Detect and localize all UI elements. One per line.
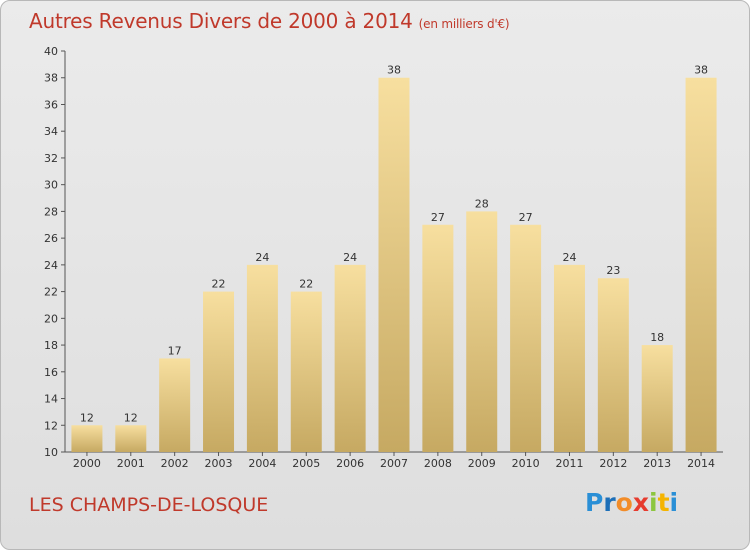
bar (597, 278, 629, 452)
x-tick-label: 2012 (599, 457, 627, 470)
x-tick-label: 2001 (117, 457, 145, 470)
chart-title-text: Autres Revenus Divers de 2000 à 2014 (29, 9, 413, 33)
y-tick-label: 10 (44, 446, 58, 459)
y-tick-label: 24 (44, 259, 58, 272)
bar (422, 224, 454, 452)
bar-value-label: 12 (80, 411, 94, 424)
y-tick-label: 40 (44, 45, 58, 58)
bar-value-label: 23 (606, 264, 620, 277)
y-tick-label: 28 (44, 205, 58, 218)
chart-unit: (en milliers d'€) (418, 17, 510, 31)
x-axis: 2000 2001 2002 2003 2004 2005 2006 2007 2008 2009… (65, 451, 723, 470)
x-tick-label: 2005 (292, 457, 320, 470)
x-tick-label: 2013 (643, 457, 671, 470)
bar (553, 264, 585, 452)
bar-value-label: 22 (299, 278, 313, 291)
bar (246, 264, 278, 452)
x-tick-label: 2004 (248, 457, 276, 470)
bar (203, 291, 235, 452)
bar (334, 264, 366, 452)
y-tick-label: 26 (44, 232, 58, 245)
y-tick-label: 20 (44, 312, 58, 325)
y-tick-label: 38 (44, 72, 58, 85)
chart-title: Autres Revenus Divers de 2000 à 2014 (en … (29, 9, 510, 33)
bar-value-label: 27 (431, 211, 445, 224)
x-tick-label: 2006 (336, 457, 364, 470)
y-tick-label: 30 (44, 179, 58, 192)
x-tick-label: 2011 (555, 457, 583, 470)
bar (510, 224, 542, 452)
y-axis: 10 12 14 16 18 20 22 24 26 28 30 32 34 36 38 40 (44, 45, 66, 459)
x-tick-label: 2003 (205, 457, 233, 470)
bar-value-label: 27 (519, 211, 533, 224)
y-tick-label: 12 (44, 419, 58, 432)
bar (290, 291, 322, 452)
x-tick-label: 2007 (380, 457, 408, 470)
y-tick-label: 18 (44, 339, 58, 352)
bar (71, 425, 103, 452)
bar-value-label: 28 (475, 197, 489, 210)
bar (685, 77, 717, 452)
x-tick-label: 2002 (161, 457, 189, 470)
bar-value-label: 24 (255, 251, 269, 264)
proxiti-logo: Proxiti (585, 488, 679, 517)
x-tick-label: 2009 (468, 457, 496, 470)
x-tick-label: 2008 (424, 457, 452, 470)
bars (71, 77, 717, 452)
bar-value-label: 12 (124, 411, 138, 424)
bar-value-label: 38 (694, 64, 708, 77)
bar-value-label: 18 (650, 331, 664, 344)
bar-value-label: 17 (168, 344, 182, 357)
bar-value-label: 22 (212, 278, 226, 291)
bar (159, 358, 191, 452)
x-tick-label: 2014 (687, 457, 715, 470)
bar-value-label: 24 (343, 251, 357, 264)
y-tick-label: 32 (44, 152, 58, 165)
bar-value-label: 24 (562, 251, 576, 264)
commune-name: LES CHAMPS-DE-LOSQUE (29, 494, 269, 516)
y-tick-label: 16 (44, 366, 58, 379)
y-tick-label: 36 (44, 98, 58, 111)
bar (641, 345, 673, 452)
bar (378, 77, 410, 452)
bar (466, 211, 498, 452)
value-labels: 12 12 17 22 24 22 24 38 27 28 27 24 23 18 38 (80, 64, 708, 425)
y-tick-label: 14 (44, 393, 58, 406)
bar-value-label: 38 (387, 64, 401, 77)
bar (115, 425, 147, 452)
x-tick-label: 2000 (73, 457, 101, 470)
y-tick-label: 34 (44, 125, 58, 138)
y-tick-label: 22 (44, 286, 58, 299)
x-tick-label: 2010 (512, 457, 540, 470)
